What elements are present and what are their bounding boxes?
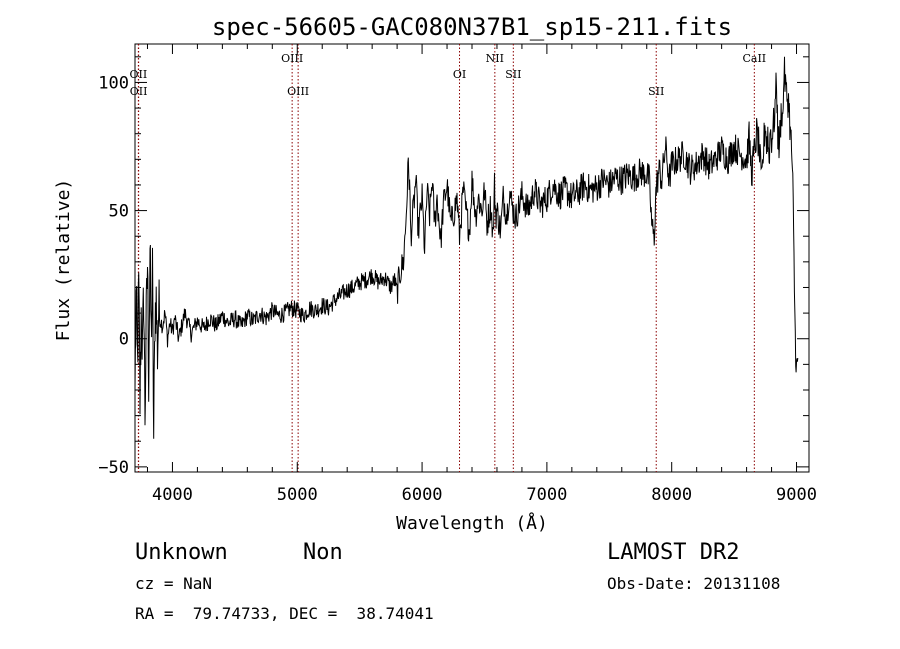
- obs-date-label: Obs-Date: 20131108: [607, 574, 780, 593]
- line-marker-label: OIII: [287, 85, 309, 98]
- line-marker-label: SII: [648, 85, 664, 98]
- line-marker-label: OI: [453, 68, 466, 81]
- x-axis-ticks: 4000 5000 6000 7000 8000 9000: [146, 44, 817, 505]
- x-tick-label: 7000: [526, 485, 567, 505]
- x-tick-label: 8000: [651, 485, 692, 505]
- emission-line-markers: [137, 44, 755, 472]
- line-marker-label: CaII: [742, 52, 766, 65]
- x-tick-label: 5000: [277, 485, 318, 505]
- y-tick-label: −50: [98, 458, 129, 478]
- coordinates-label: RA = 79.74733, DEC = 38.74041: [135, 604, 434, 623]
- spectrum-line: [134, 56, 799, 439]
- y-axis-ticks: −50 0 50 100: [98, 56, 809, 478]
- line-marker-label: OII: [130, 85, 148, 98]
- subclass-label: Non: [303, 540, 343, 565]
- line-marker-label: SII: [505, 68, 521, 81]
- x-tick-label: 6000: [402, 485, 443, 505]
- line-marker-label: OII: [130, 68, 148, 81]
- chart-title: spec-56605-GAC080N37B1_sp15-211.fits: [212, 13, 732, 41]
- y-tick-label: 50: [109, 202, 129, 222]
- y-tick-label: 0: [119, 330, 129, 350]
- y-axis-label: Flux (relative): [53, 179, 74, 342]
- y-tick-label: 100: [98, 73, 129, 93]
- line-marker-label: OIII: [281, 52, 303, 65]
- redshift-label: cz = NaN: [135, 574, 212, 593]
- survey-label: LAMOST DR2: [607, 540, 739, 565]
- x-axis-label: Wavelength (Å): [396, 512, 548, 534]
- plot-frame: [134, 43, 810, 473]
- x-tick-label: 9000: [776, 485, 817, 505]
- x-tick-label: 4000: [152, 485, 193, 505]
- line-marker-label: NII: [486, 52, 504, 65]
- classification-label: Unknown: [135, 540, 228, 565]
